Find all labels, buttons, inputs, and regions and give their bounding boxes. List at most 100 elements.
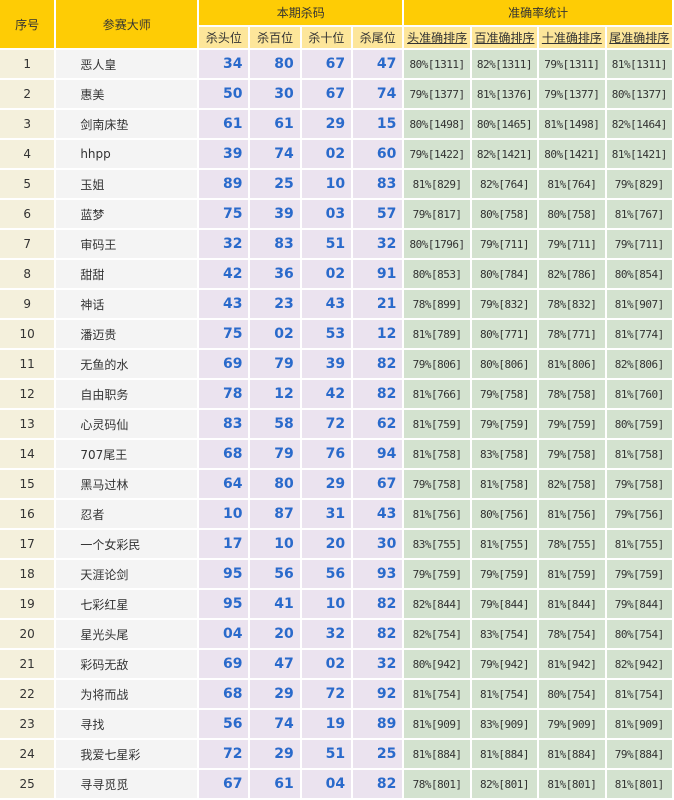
accuracy-cell: 80%[1421] (539, 140, 605, 168)
accuracy-cell: 81%[806] (539, 350, 605, 378)
table-row: 14 707尾王 68 79 76 94 81%[758] 83%[758] 79%[758] 8… (0, 440, 672, 468)
master-name-cell: 707尾王 (56, 440, 198, 468)
kill-number-cell: 67 (199, 770, 249, 798)
kill-number-cell: 32 (301, 620, 352, 648)
header-kill-col: 杀百位 (250, 27, 300, 48)
header-stat-sort-link[interactable]: 百准确排序 (471, 27, 538, 48)
accuracy-cell: 81%[760] (606, 380, 672, 408)
kill-number-cell: 12 (250, 380, 300, 408)
accuracy-cell: 81%[754] (404, 680, 470, 708)
kill-number-cell: 83 (353, 170, 403, 198)
master-name-cell: 我爱七星彩 (56, 740, 198, 768)
kill-number-cell: 69 (199, 350, 249, 378)
kill-number-cell: 83 (250, 230, 300, 258)
table-row: 9 神话 43 23 43 21 78%[899] 79%[832] 78%[832] 81%[9… (0, 290, 672, 318)
table-row: 3 剑南床垫 61 61 29 15 80%[1498] 80%[1465] 81%[1498]… (0, 110, 672, 138)
header-stat-sort-link[interactable]: 尾准确排序 (606, 27, 672, 48)
accuracy-cell: 81%[1376] (471, 80, 538, 108)
kill-number-cell: 67 (301, 80, 352, 108)
accuracy-cell: 81%[766] (404, 380, 470, 408)
accuracy-cell: 79%[817] (404, 200, 470, 228)
accuracy-cell: 81%[767] (606, 200, 672, 228)
kill-number-cell: 50 (199, 80, 249, 108)
kill-number-cell: 41 (250, 590, 300, 618)
accuracy-cell: 81%[909] (606, 710, 672, 738)
kill-number-cell: 68 (199, 680, 249, 708)
table-row: 16 忍者 10 87 31 43 81%[756] 80%[756] 81%[756] 79%[… (0, 500, 672, 528)
kill-number-cell: 95 (199, 590, 249, 618)
table-row: 2 惠美 50 30 67 74 79%[1377] 81%[1376] 79%[1377] 80… (0, 80, 672, 108)
table-row: 11 无鱼的水 69 79 39 82 79%[806] 80%[806] 81%[806] 82… (0, 350, 672, 378)
master-name-cell: 神话 (56, 290, 198, 318)
kill-number-cell: 43 (199, 290, 249, 318)
rank-cell: 20 (0, 620, 55, 648)
accuracy-cell: 79%[759] (471, 410, 538, 438)
master-name-cell: 寻找 (56, 710, 198, 738)
header-stat-sort-link[interactable]: 头准确排序 (404, 27, 470, 48)
kill-number-cell: 91 (353, 260, 403, 288)
kill-number-cell: 75 (199, 200, 249, 228)
kill-number-cell: 10 (199, 500, 249, 528)
rank-cell: 3 (0, 110, 55, 138)
master-name-cell: 剑南床垫 (56, 110, 198, 138)
table-row: 13 心灵码仙 83 58 72 62 81%[759] 79%[759] 79%[759] 80… (0, 410, 672, 438)
kill-number-cell: 39 (301, 350, 352, 378)
accuracy-cell: 79%[844] (471, 590, 538, 618)
kill-number-cell: 51 (301, 230, 352, 258)
kill-number-cell: 15 (353, 110, 403, 138)
rank-cell: 11 (0, 350, 55, 378)
accuracy-cell: 78%[832] (539, 290, 605, 318)
kill-number-cell: 61 (199, 110, 249, 138)
accuracy-cell: 79%[806] (404, 350, 470, 378)
accuracy-cell: 81%[758] (606, 440, 672, 468)
header-stat-sort-link[interactable]: 十准确排序 (539, 27, 605, 48)
accuracy-cell: 79%[1377] (404, 80, 470, 108)
accuracy-cell: 81%[756] (404, 500, 470, 528)
kill-number-cell: 36 (250, 260, 300, 288)
accuracy-cell: 79%[1311] (539, 50, 605, 78)
rank-cell: 23 (0, 710, 55, 738)
accuracy-cell: 81%[801] (606, 770, 672, 798)
kill-number-cell: 29 (301, 110, 352, 138)
kill-number-cell: 83 (199, 410, 249, 438)
table-row: 17 一个女彩民 17 10 20 30 83%[755] 81%[755] 78%[755] 8… (0, 530, 672, 558)
kill-number-cell: 67 (353, 470, 403, 498)
kill-number-cell: 10 (301, 590, 352, 618)
kill-number-cell: 04 (301, 770, 352, 798)
kill-number-cell: 12 (353, 320, 403, 348)
rank-cell: 2 (0, 80, 55, 108)
kill-number-cell: 68 (199, 440, 249, 468)
kill-number-cell: 04 (199, 620, 249, 648)
kill-number-cell: 79 (250, 350, 300, 378)
accuracy-cell: 81%[884] (471, 740, 538, 768)
accuracy-cell: 81%[759] (539, 560, 605, 588)
accuracy-cell: 80%[758] (471, 200, 538, 228)
master-name-cell: 潘迈贵 (56, 320, 198, 348)
kill-number-cell: 30 (250, 80, 300, 108)
kill-number-cell: 78 (199, 380, 249, 408)
accuracy-cell: 81%[756] (539, 500, 605, 528)
kill-number-cell: 02 (250, 320, 300, 348)
kill-number-cell: 29 (250, 680, 300, 708)
kill-number-cell: 69 (199, 650, 249, 678)
table-row: 22 为将而战 68 29 72 92 81%[754] 81%[754] 80%[754] 81… (0, 680, 672, 708)
rank-cell: 19 (0, 590, 55, 618)
rank-cell: 4 (0, 140, 55, 168)
rank-cell: 10 (0, 320, 55, 348)
kill-number-cell: 74 (353, 80, 403, 108)
accuracy-cell: 82%[754] (404, 620, 470, 648)
accuracy-cell: 80%[759] (606, 410, 672, 438)
kill-number-cell: 82 (353, 380, 403, 408)
master-name-cell: 为将而战 (56, 680, 198, 708)
accuracy-cell: 81%[1421] (606, 140, 672, 168)
accuracy-cell: 81%[884] (539, 740, 605, 768)
kill-number-cell: 57 (353, 200, 403, 228)
accuracy-cell: 82%[1464] (606, 110, 672, 138)
kill-number-cell: 47 (250, 650, 300, 678)
accuracy-cell: 81%[844] (539, 590, 605, 618)
kill-number-cell: 82 (353, 620, 403, 648)
kill-number-cell: 43 (301, 290, 352, 318)
master-name-cell: 忍者 (56, 500, 198, 528)
header-name: 参赛大师 (56, 0, 198, 48)
accuracy-cell: 79%[758] (404, 470, 470, 498)
